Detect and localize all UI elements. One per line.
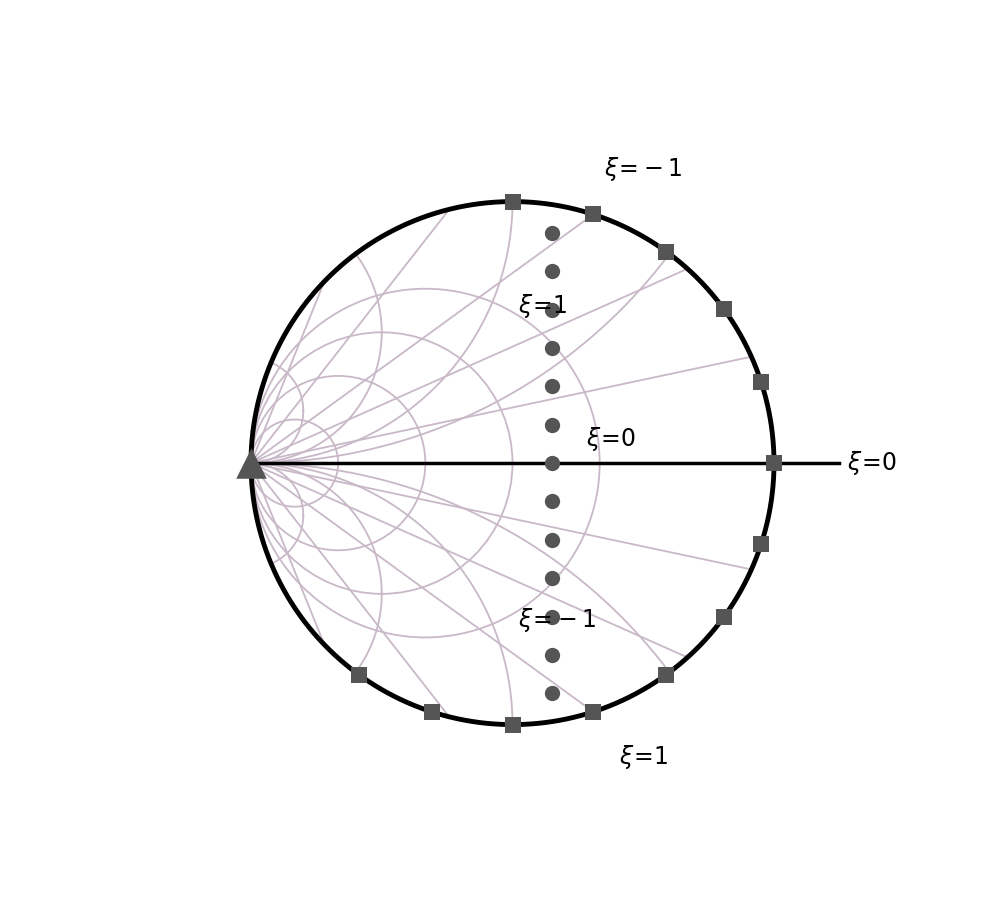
Point (544, 379, 560, 393)
Point (716, 302, 732, 316)
Point (544, 226, 560, 240)
Point (544, 686, 560, 701)
Point (424, 704, 440, 719)
Point (716, 610, 732, 624)
Point (544, 647, 560, 662)
Point (544, 570, 560, 585)
Text: $\xi\!=\!0$: $\xi\!=\!0$ (847, 449, 897, 477)
Point (544, 456, 560, 470)
Point (544, 533, 560, 547)
Point (544, 609, 560, 624)
Point (544, 341, 560, 356)
Text: $\xi\!=\!1$: $\xi\!=\!1$ (619, 743, 668, 771)
Point (544, 417, 560, 432)
Text: $\xi\!=\!1$: $\xi\!=\!1$ (518, 293, 567, 320)
Point (753, 536, 769, 551)
Point (544, 303, 560, 317)
Point (585, 704, 601, 719)
Text: $\xi\!=\!-1$: $\xi\!=\!-1$ (604, 155, 682, 183)
Text: $\xi\!=\!-1$: $\xi\!=\!-1$ (518, 606, 596, 634)
Point (753, 375, 769, 390)
Point (766, 456, 782, 470)
Point (504, 717, 520, 732)
Point (658, 244, 674, 259)
Point (504, 194, 520, 209)
Point (658, 668, 674, 682)
Point (544, 264, 560, 279)
Point (544, 494, 560, 509)
Point (243, 456, 259, 470)
Point (351, 668, 367, 682)
Text: $\xi\!=\!0$: $\xi\!=\!0$ (586, 425, 636, 453)
Point (585, 207, 601, 222)
